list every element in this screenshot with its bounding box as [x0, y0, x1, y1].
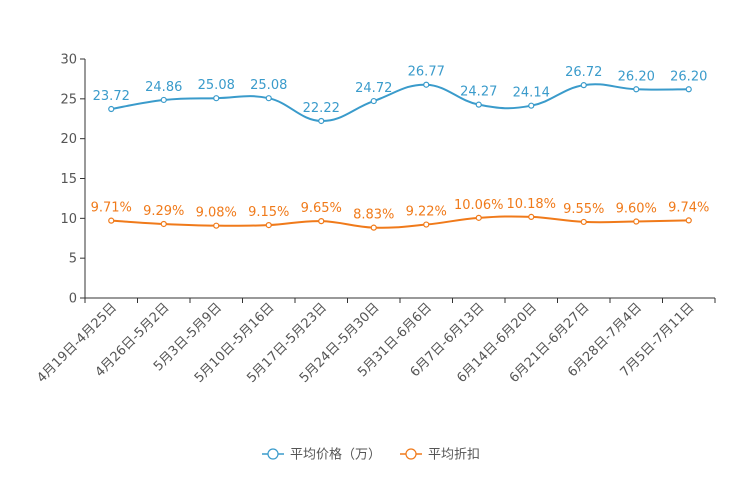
data-point[interactable] — [108, 217, 115, 224]
data-point[interactable] — [265, 222, 272, 229]
data-point[interactable] — [423, 81, 430, 88]
legend-marker-icon — [267, 448, 279, 460]
data-point[interactable] — [160, 96, 167, 104]
data-label: 9.29% — [143, 204, 184, 219]
chart-legend[interactable]: 平均价格（万） 平均折扣 — [262, 447, 480, 463]
data-point[interactable] — [685, 217, 692, 224]
data-label: 24.27 — [460, 85, 497, 100]
series-line — [111, 215, 689, 229]
data-label: 25.08 — [250, 78, 287, 93]
data-point[interactable] — [475, 101, 482, 108]
data-label: 9.08% — [196, 206, 237, 221]
data-label: 9.71% — [91, 201, 132, 216]
data-point[interactable] — [528, 213, 535, 220]
data-point[interactable] — [528, 102, 535, 109]
series-line — [111, 83, 689, 122]
data-label: 23.72 — [93, 89, 130, 104]
data-label: 25.08 — [198, 78, 235, 93]
data-label: 9.15% — [248, 205, 289, 220]
data-point[interactable] — [318, 218, 325, 225]
data-label: 26.20 — [670, 69, 707, 84]
data-point[interactable] — [265, 95, 272, 102]
data-point[interactable] — [318, 117, 325, 125]
data-point[interactable] — [213, 222, 220, 229]
y-tick-label: 15 — [60, 172, 77, 187]
y-tick-label: 30 — [60, 53, 77, 68]
data-point[interactable] — [685, 86, 692, 93]
data-point[interactable] — [370, 224, 377, 231]
data-point[interactable] — [108, 105, 115, 113]
y-tick-label: 0 — [69, 292, 77, 307]
legend-label: 平均价格（万） — [290, 447, 381, 463]
legend-label: 平均折扣 — [428, 448, 480, 463]
data-label: 26.20 — [618, 69, 655, 84]
data-label: 8.83% — [353, 208, 394, 223]
legend-item-1[interactable]: 平均折扣 — [400, 448, 480, 463]
data-point[interactable] — [213, 95, 220, 102]
y-tick-label: 20 — [60, 132, 77, 147]
data-label: 9.65% — [301, 201, 342, 216]
y-tick-label: 25 — [60, 92, 77, 107]
data-point[interactable] — [423, 221, 430, 228]
data-label: 10.06% — [454, 198, 504, 213]
data-point[interactable] — [580, 82, 587, 89]
y-tick-label: 5 — [69, 252, 77, 267]
legend-item-0[interactable]: 平均价格（万） — [262, 447, 381, 463]
data-label: 26.77 — [408, 65, 445, 80]
series-1: 9.71% 9.29% 9.08% 9.15% 9.65% 8.83% 9.22% 10.06… — [91, 197, 709, 231]
data-label: 24.86 — [145, 80, 182, 95]
data-point[interactable] — [633, 86, 640, 93]
data-label: 9.60% — [616, 202, 657, 217]
chart-series: 23.72 24.86 25.08 25.08 22.22 24.72 26.77 24.27… — [91, 65, 709, 231]
data-label: 26.72 — [565, 65, 602, 80]
data-point[interactable] — [475, 214, 482, 221]
data-label: 24.14 — [513, 86, 550, 101]
data-label: 9.74% — [668, 200, 709, 215]
data-label: 24.72 — [355, 81, 392, 96]
data-label: 9.22% — [406, 205, 447, 220]
data-label: 9.55% — [563, 202, 604, 217]
data-label: 22.22 — [303, 101, 340, 116]
data-point[interactable] — [633, 218, 640, 225]
legend-marker-icon — [405, 448, 417, 460]
data-point[interactable] — [160, 220, 167, 228]
data-label: 10.18% — [506, 197, 556, 212]
y-tick-label: 10 — [60, 212, 77, 227]
data-point[interactable] — [370, 97, 377, 105]
data-point[interactable] — [580, 218, 587, 226]
series-0: 23.72 24.86 25.08 25.08 22.22 24.72 26.77 24.27… — [93, 65, 707, 125]
